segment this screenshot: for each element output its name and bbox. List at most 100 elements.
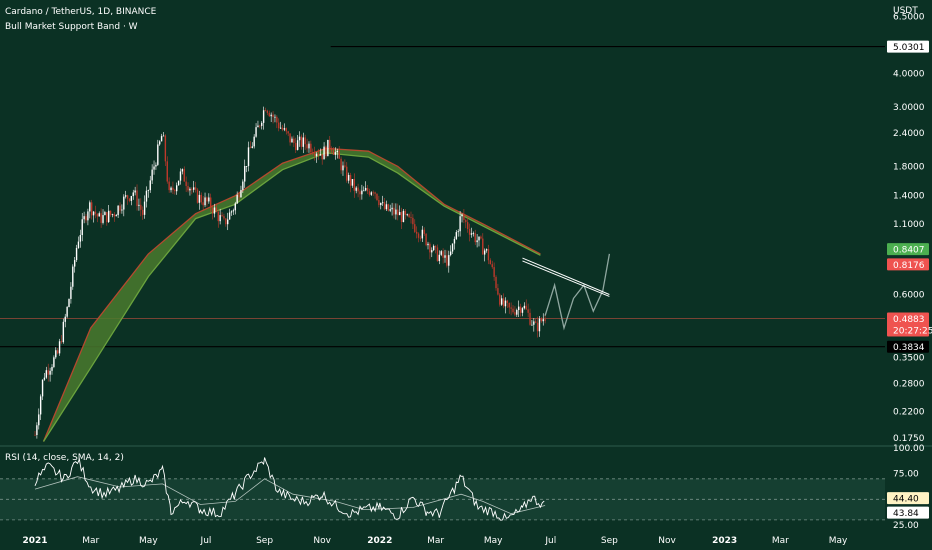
candle-body bbox=[485, 249, 488, 251]
current-price-bg bbox=[887, 312, 929, 337]
candle-body bbox=[487, 249, 490, 261]
candle-body bbox=[141, 209, 144, 215]
time-axis[interactable]: 2021 Mar May Jul Sep Nov 2022 Mar May Jul Sep Nov 20… bbox=[22, 536, 848, 546]
candle-body bbox=[49, 370, 51, 375]
time-tick-label: Mar bbox=[82, 536, 99, 546]
candle-body bbox=[39, 396, 42, 415]
candle-body bbox=[521, 308, 524, 313]
candle-body bbox=[298, 136, 301, 141]
candle-body bbox=[415, 231, 418, 234]
candle-body bbox=[219, 215, 221, 222]
candle-body bbox=[236, 194, 238, 204]
candle-body bbox=[512, 308, 514, 313]
candle-body bbox=[336, 150, 339, 153]
candle-body bbox=[244, 166, 246, 182]
candle-body bbox=[136, 190, 138, 206]
candle-body bbox=[391, 207, 393, 210]
countdown-text: 20:27:25 bbox=[893, 326, 932, 336]
candle-body bbox=[429, 243, 431, 253]
price-tick-label: 0.3500 bbox=[893, 353, 925, 363]
candle-body bbox=[332, 150, 335, 155]
candle-body bbox=[451, 243, 454, 252]
candle-body bbox=[514, 312, 516, 315]
candle-body bbox=[376, 193, 378, 200]
candle-body bbox=[230, 211, 233, 213]
candle-body bbox=[434, 245, 437, 248]
candle-body bbox=[440, 251, 442, 255]
rsi-tick-label: 25.00 bbox=[893, 521, 919, 531]
candle-body bbox=[417, 233, 420, 238]
price-tick-label: 3.0000 bbox=[893, 103, 925, 113]
candle-body bbox=[36, 425, 38, 435]
candle-body bbox=[325, 146, 327, 157]
candle-body bbox=[370, 192, 373, 195]
time-tick-label: Jul bbox=[544, 536, 556, 546]
candle-body bbox=[508, 302, 510, 308]
candle-body bbox=[347, 175, 350, 181]
candle-body bbox=[349, 175, 352, 186]
candle-body bbox=[499, 294, 501, 305]
candle-body bbox=[281, 127, 284, 130]
candle-body bbox=[323, 146, 325, 160]
candle-body bbox=[53, 357, 55, 367]
time-tick-label: 2023 bbox=[712, 536, 737, 546]
candle-body bbox=[249, 147, 252, 149]
time-tick-label: Nov bbox=[658, 536, 676, 546]
candle-body bbox=[459, 216, 461, 232]
candle-body bbox=[160, 136, 163, 142]
time-tick-label: Sep bbox=[256, 536, 273, 546]
rsi-sma-line bbox=[34, 476, 546, 515]
candle-body bbox=[304, 137, 306, 145]
candle-body bbox=[466, 222, 469, 229]
candle-body bbox=[73, 260, 76, 267]
candle-body bbox=[62, 321, 65, 343]
candle-body bbox=[174, 189, 176, 192]
candle-body bbox=[342, 165, 344, 171]
candle-body bbox=[346, 166, 348, 181]
price-badge-text: 0.8407 bbox=[893, 246, 925, 256]
candle-body bbox=[155, 164, 157, 167]
band-lower-line bbox=[42, 152, 541, 442]
rsi-series bbox=[34, 457, 546, 521]
candle-body bbox=[79, 235, 82, 242]
candle-body bbox=[465, 220, 467, 223]
candle-body bbox=[102, 215, 104, 223]
price-axis[interactable]: 6.5000 4.0000 3.0000 2.4000 1.8000 1.4000 1.10… bbox=[893, 13, 925, 531]
band-fill bbox=[43, 148, 541, 442]
price-tick-label: 0.6000 bbox=[893, 290, 925, 300]
candle-body bbox=[338, 150, 340, 159]
candle-body bbox=[353, 178, 356, 191]
candle-body bbox=[227, 219, 229, 225]
candle-body bbox=[482, 238, 484, 255]
candle-body bbox=[310, 143, 312, 153]
candle-body bbox=[111, 214, 114, 215]
price-badge-bg bbox=[887, 243, 929, 256]
candle-body bbox=[380, 202, 382, 206]
candle-body bbox=[215, 207, 218, 212]
candle-body bbox=[245, 166, 248, 167]
trend-line-lower bbox=[522, 260, 610, 297]
candle-body bbox=[211, 207, 214, 214]
candle-body bbox=[497, 288, 499, 295]
currency-label: USDT bbox=[893, 6, 918, 16]
candle-body bbox=[198, 194, 201, 203]
candle-body bbox=[421, 229, 424, 239]
candle-body bbox=[300, 136, 303, 147]
price-tick-label: 0.2200 bbox=[893, 407, 925, 417]
indicator-title: Bull Market Support Band · W bbox=[5, 22, 138, 32]
candle-body bbox=[436, 247, 439, 262]
candle-body bbox=[389, 209, 391, 211]
candle-body bbox=[438, 254, 441, 262]
candle-body bbox=[204, 197, 206, 206]
candle-body bbox=[359, 191, 361, 195]
candle-body bbox=[119, 205, 121, 211]
candle-body bbox=[374, 192, 376, 194]
candle-body bbox=[100, 213, 102, 223]
candle-body bbox=[168, 181, 170, 191]
candle-body bbox=[449, 251, 452, 256]
candle-body bbox=[527, 309, 529, 313]
candle-body bbox=[317, 153, 320, 156]
candle-body bbox=[319, 154, 322, 156]
